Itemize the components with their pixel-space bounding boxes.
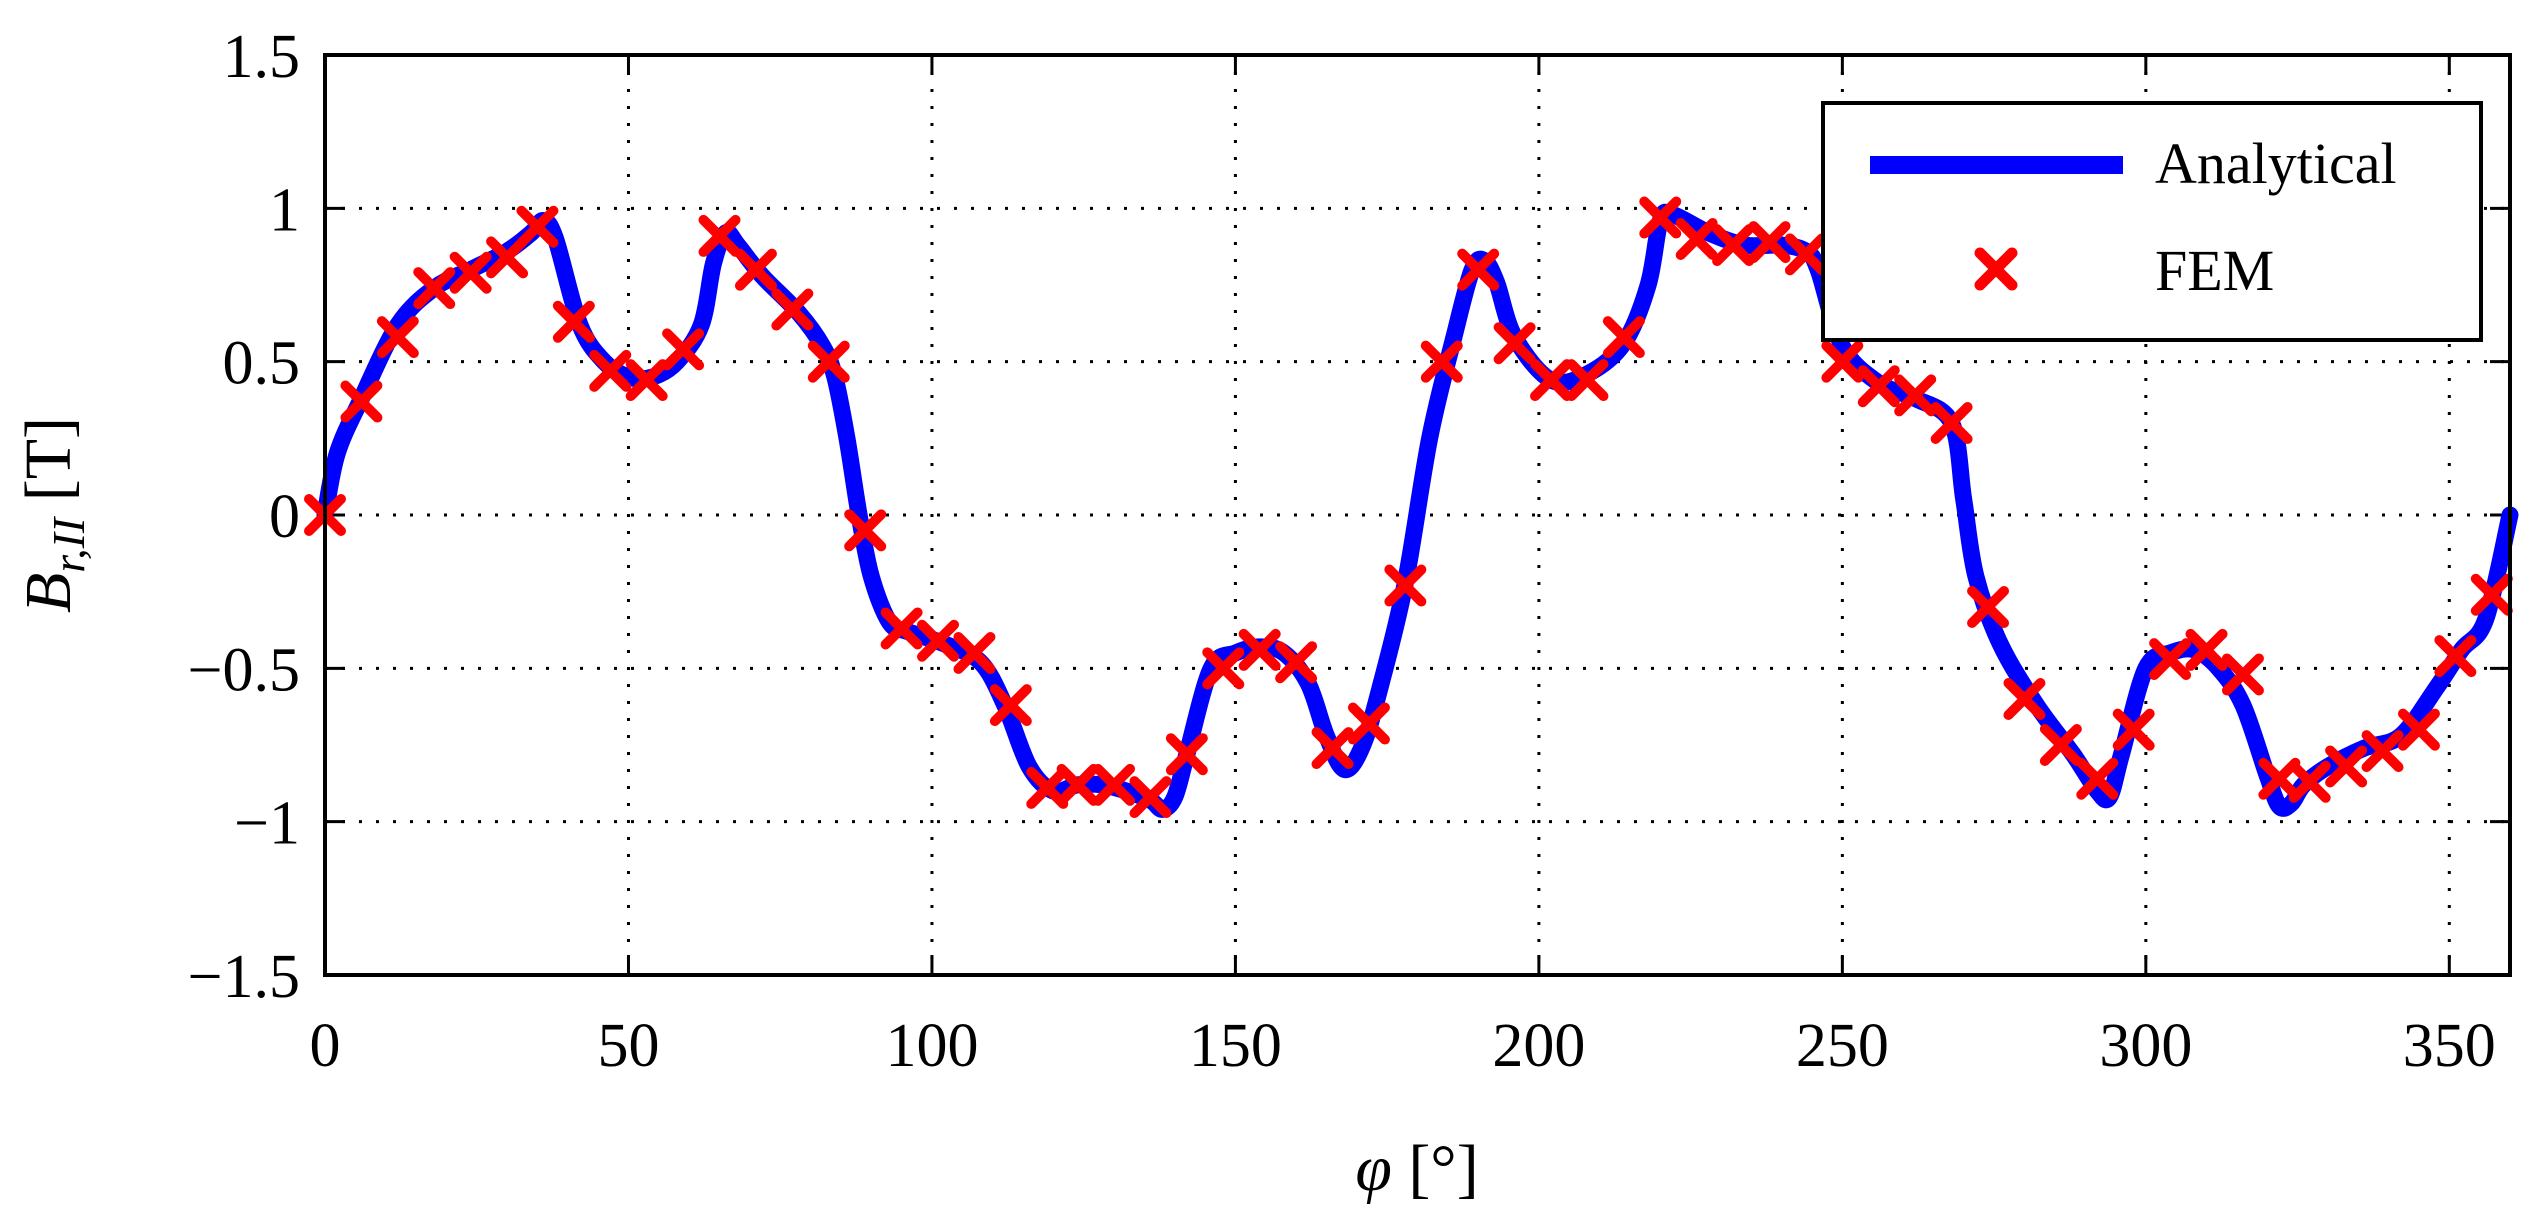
- fem-point: [1821, 340, 1864, 383]
- x-tick-label: 50: [597, 1012, 659, 1080]
- fem-point: [2221, 653, 2264, 696]
- y-axis-unit: [T]: [12, 417, 85, 518]
- fem-point: [2185, 628, 2228, 671]
- legend-analytical-label: Analytical: [2155, 131, 2397, 196]
- fem-point: [449, 251, 492, 294]
- x-tick-label: 250: [1796, 1012, 1889, 1080]
- fem-point: [2470, 573, 2513, 616]
- fem-point: [2397, 708, 2440, 751]
- y-tick-label: 1.5: [223, 23, 301, 91]
- x-tick-label: 0: [310, 1012, 341, 1080]
- fem-point: [486, 236, 529, 279]
- fem-point: [589, 349, 632, 392]
- fem-point: [807, 340, 850, 383]
- fem-point: [1129, 776, 1172, 819]
- fem-point: [1384, 564, 1427, 607]
- fem-point: [1748, 221, 1791, 264]
- fem-point: [413, 267, 456, 310]
- fem-point: [340, 380, 383, 423]
- fem-point: [1093, 763, 1136, 806]
- legend-fem-marker: [1974, 247, 2018, 291]
- fem-point: [1311, 727, 1354, 770]
- fem-point: [516, 205, 559, 248]
- fem-point: [2149, 638, 2192, 681]
- fem-point: [1202, 647, 1245, 690]
- fem-point: [1493, 322, 1536, 365]
- x-axis-label: φ [°]: [1355, 1132, 1478, 1205]
- y-tick-label: −1: [234, 790, 300, 858]
- fem-point: [2288, 760, 2331, 803]
- fem-point: [917, 619, 960, 662]
- fem-point: [1457, 248, 1500, 291]
- y-axis-main: B: [12, 573, 85, 613]
- y-tick-label: 1: [269, 176, 300, 244]
- fem-point: [771, 288, 814, 331]
- fem-point: [1894, 374, 1937, 417]
- fem-point: [2039, 724, 2082, 766]
- fem-point: [1784, 233, 1827, 276]
- x-axis-unit: [°]: [1408, 1132, 1478, 1205]
- fem-point: [1566, 359, 1609, 402]
- legend-fem-label: FEM: [2155, 238, 2274, 303]
- x-axis-symbol: φ: [1355, 1132, 1392, 1205]
- fem-point: [1675, 218, 1718, 260]
- fem-point: [1420, 340, 1463, 383]
- y-tick-label: −0.5: [188, 636, 300, 704]
- x-tick-label: 150: [1189, 1012, 1282, 1080]
- fem-point: [953, 632, 996, 674]
- legend-box: [1821, 101, 2483, 342]
- fem-point: [1056, 763, 1099, 806]
- fem-point: [552, 300, 595, 343]
- fem-point: [376, 316, 419, 359]
- y-tick-labels: −1.5 −1 −0.5 0 0.5 1 1.5: [188, 23, 300, 1011]
- fem-point: [2003, 678, 2046, 720]
- fem-point: [1238, 628, 1281, 671]
- fem-point: [1930, 402, 1973, 444]
- fem-point: [1967, 586, 2010, 628]
- fem-point: [1275, 641, 1318, 684]
- fem-point: [1347, 702, 1390, 745]
- legend: Analytical FEM: [1821, 101, 2483, 342]
- series-layer: [304, 196, 2519, 819]
- fem-point: [1530, 359, 1573, 402]
- fem-point: [1602, 316, 1645, 359]
- fem-point: [844, 509, 887, 552]
- plot-frame: [323, 53, 2512, 977]
- x-tick-labels: 0 50 100 150 200 250 300 350: [310, 1012, 2496, 1080]
- x-tick-label: 300: [2099, 1012, 2192, 1080]
- fem-point: [2434, 635, 2477, 678]
- y-tick-label: 0: [269, 483, 300, 551]
- y-tick-label: −1.5: [188, 943, 300, 1011]
- fem-point: [880, 607, 923, 650]
- fem-point: [1165, 733, 1208, 776]
- fem-point: [2361, 730, 2404, 773]
- x-tick-label: 100: [885, 1012, 978, 1080]
- fem-point: [989, 684, 1032, 727]
- fem-point: [1857, 365, 1900, 408]
- x-tick-label: 350: [2403, 1012, 2496, 1080]
- fem-point: [625, 359, 668, 402]
- fem-point: [1639, 196, 1682, 239]
- fem-point: [2325, 745, 2368, 788]
- fem-point: [1712, 224, 1755, 267]
- y-tick-label: 0.5: [223, 330, 301, 398]
- y-axis-label: Br,II [T]: [12, 417, 94, 613]
- y-axis-subscript: r,II: [43, 515, 94, 573]
- fem-point: [662, 328, 705, 371]
- fem-point: [2076, 757, 2119, 800]
- fem-point: [734, 248, 777, 291]
- x-tick-label: 200: [1492, 1012, 1585, 1080]
- fem-point: [698, 214, 741, 257]
- fem-point: [2112, 708, 2155, 751]
